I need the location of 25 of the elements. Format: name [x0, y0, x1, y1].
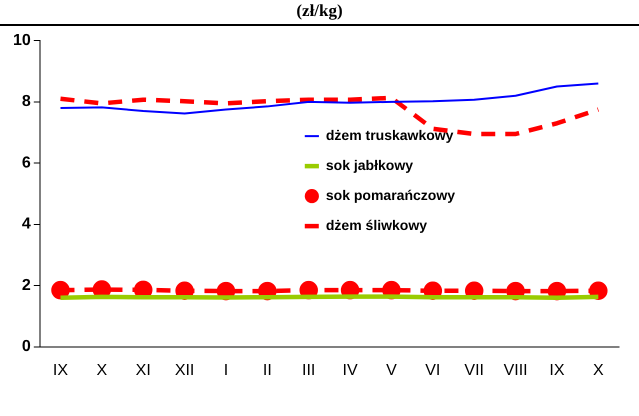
x-tick-label: XII — [174, 362, 194, 379]
chart-title: (zł/kg) — [295, 1, 344, 21]
x-tick-label: IV — [342, 362, 358, 379]
x-tick-label: II — [262, 362, 272, 379]
y-tick-label: 0 — [22, 338, 31, 356]
x-tick-label: III — [302, 362, 316, 379]
legend-label: sok jabłkowy — [326, 156, 414, 173]
x-tick-label: IX — [52, 362, 68, 379]
x-tick-label: XI — [136, 362, 151, 379]
legend-label: dżem truskawkowy — [326, 126, 454, 143]
y-tick-label: 10 — [13, 32, 31, 50]
legend-label: sok pomarańczowy — [326, 186, 456, 203]
legend-label: dżem śliwkowy — [326, 216, 428, 233]
x-tick-label: X — [96, 362, 108, 379]
x-tick-label: IX — [549, 362, 565, 379]
y-tick-label: 4 — [22, 216, 31, 233]
x-tick-label: VIII — [504, 362, 528, 379]
x-tick-label: VI — [425, 362, 440, 379]
x-tick-label: V — [386, 362, 398, 379]
x-tick-label: X — [592, 362, 604, 379]
y-tick-label: 6 — [22, 154, 31, 172]
x-tick-label: I — [224, 362, 228, 379]
x-tick-label: VII — [464, 362, 484, 379]
y-tick-label: 2 — [22, 276, 31, 294]
y-tick-label: 8 — [22, 93, 31, 110]
